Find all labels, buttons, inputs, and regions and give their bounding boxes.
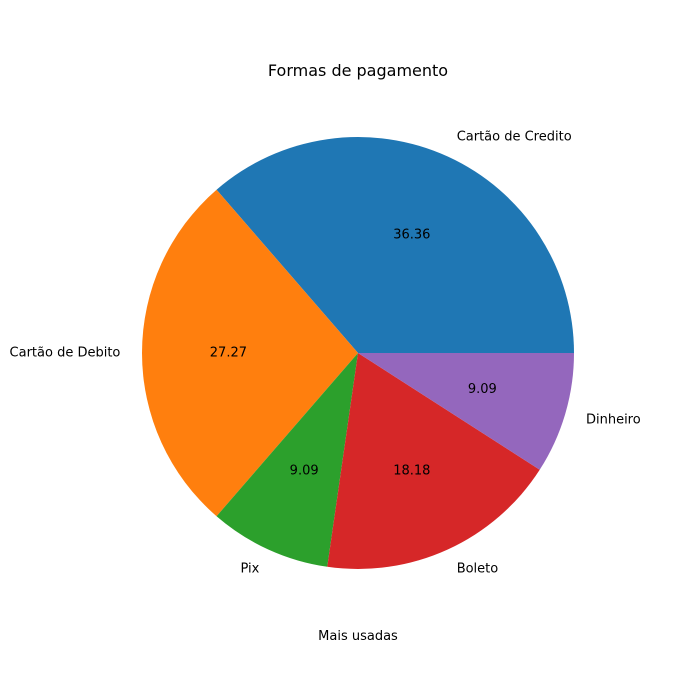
pie-slice-label-3: Pix <box>240 562 259 577</box>
pie-slice-1 <box>216 137 575 353</box>
pie-value-label-1: 36.36 <box>393 228 430 243</box>
pie-slice-3 <box>216 353 358 567</box>
pie-slice-5 <box>358 353 574 470</box>
chart-title: Formas de pagamento <box>268 61 448 80</box>
pie-value-label-2: 27.27 <box>210 346 247 361</box>
pie-value-label-5: 9.09 <box>468 382 497 397</box>
pie-slice-label-1: Cartão de Credito <box>457 129 572 144</box>
pie-slice-label-5: Dinheiro <box>586 412 641 427</box>
pie-slice-label-2: Cartão de Debito <box>10 346 121 361</box>
pie-slice-4 <box>327 353 540 569</box>
pie-slice-2 <box>142 189 358 517</box>
pie-slice-labels: Cartão de Credito Cartão de Debito Pix Bole… <box>10 129 641 576</box>
pie-value-labels: 36.36 27.27 9.09 18.18 9.09 <box>210 228 497 479</box>
pie-value-label-4: 18.18 <box>393 463 430 478</box>
chart-xlabel: Mais usadas <box>318 629 398 644</box>
pie-slice-label-4: Boleto <box>457 562 499 577</box>
pie-slices <box>142 137 575 569</box>
pie-value-label-3: 9.09 <box>290 463 319 478</box>
